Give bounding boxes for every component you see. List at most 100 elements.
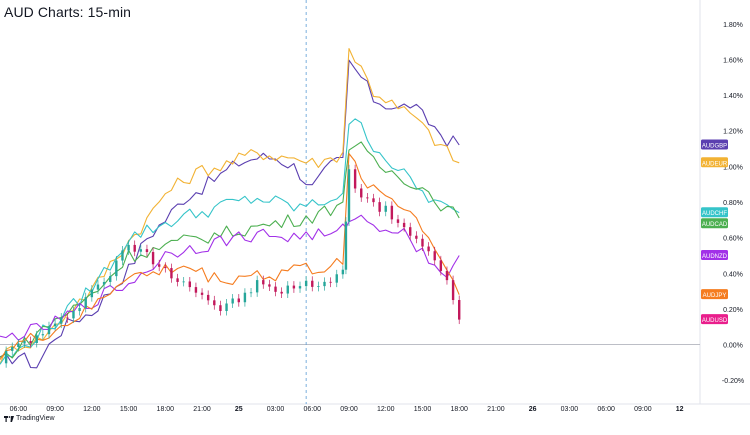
x-tick-label: 09:00 — [634, 406, 652, 413]
y-tick-label: 0.00% — [723, 343, 743, 350]
x-tick-label: 03:00 — [561, 406, 579, 413]
candle-body — [225, 303, 228, 312]
series-tag-audjpy[interactable] — [701, 289, 728, 300]
candle-body — [164, 266, 167, 269]
series-tag-audusd[interactable] — [701, 314, 728, 325]
candle-body — [378, 202, 381, 212]
series-tag-label: AUDUSD — [702, 318, 728, 324]
candle-body — [421, 238, 424, 247]
y-tick-label: 1.60% — [723, 57, 743, 64]
series-tag-label: AUDJPY — [703, 293, 727, 299]
candle-body — [145, 249, 149, 253]
tradingview-logo-icon — [4, 415, 14, 422]
candle-body — [402, 222, 406, 228]
candle-body — [360, 188, 363, 198]
series-tag-audeur[interactable] — [701, 157, 728, 168]
x-tick-label: 18:00 — [157, 406, 175, 413]
x-tick-label: 12:00 — [377, 406, 395, 413]
x-tick-label: 03:00 — [267, 406, 285, 413]
candle-body — [139, 249, 143, 252]
candle-body — [243, 292, 247, 303]
candle-body — [200, 292, 204, 295]
candle-body — [78, 307, 81, 312]
candle-body — [53, 323, 57, 327]
x-tick-label: 21:00 — [193, 406, 211, 413]
candle-body — [353, 169, 357, 189]
x-tick-label: 12:00 — [83, 406, 101, 413]
candle-body — [127, 244, 130, 251]
candle-body — [47, 326, 51, 335]
x-tick-label: 15:00 — [414, 406, 432, 413]
y-tick-label: 1.20% — [723, 129, 743, 136]
series-line-audnzd — [0, 214, 460, 341]
candle-body — [102, 281, 106, 285]
x-tick-label: 06:00 — [303, 406, 321, 413]
candle-body — [72, 311, 75, 319]
candle-body — [29, 341, 32, 343]
candle-body — [255, 280, 259, 293]
candle-body — [323, 281, 326, 287]
candle-body — [170, 268, 173, 279]
candle-body — [213, 300, 216, 306]
y-tick-label: 0.40% — [723, 271, 743, 278]
candle-body — [66, 317, 69, 319]
candle-body — [176, 278, 179, 282]
chart-title: AUD Charts: 15-min — [4, 4, 132, 20]
candle-body — [451, 280, 455, 301]
candle-body — [206, 294, 210, 301]
candle-body — [157, 264, 161, 267]
y-tick-label: -0.20% — [722, 378, 744, 385]
series-tag-label: AUDCAD — [702, 222, 728, 228]
series-line-audchf — [0, 118, 460, 365]
x-tick-label: 06:00 — [10, 406, 28, 413]
candle-body — [304, 280, 308, 287]
candle-body — [445, 270, 449, 281]
candle-body — [384, 205, 387, 212]
series-tag-audnzd[interactable] — [701, 249, 728, 260]
series-tag-label: AUDCHF — [702, 211, 727, 217]
candle-body — [23, 341, 26, 344]
candle-body — [390, 205, 394, 220]
candle-body — [274, 286, 277, 292]
candle-body — [341, 269, 345, 275]
candle-body — [458, 300, 461, 320]
series-tag-audgbp[interactable] — [701, 139, 728, 150]
candle-body — [366, 197, 369, 199]
brand-label: TradingView — [16, 415, 55, 422]
candle-body — [249, 292, 253, 294]
candle-body — [41, 334, 45, 336]
y-tick-label: 1.40% — [723, 93, 743, 100]
x-tick-label: 26 — [529, 406, 537, 413]
y-tick-label: 0.20% — [723, 307, 743, 314]
x-tick-label: 15:00 — [120, 406, 138, 413]
x-tick-label: 06:00 — [597, 406, 615, 413]
candle-body — [280, 291, 283, 294]
candle-body — [11, 347, 14, 351]
series-tag-audcad[interactable] — [701, 218, 728, 229]
tradingview-brand[interactable]: TradingView — [4, 415, 55, 422]
candle-body — [35, 335, 38, 343]
candle-body — [292, 285, 296, 289]
candle-body — [231, 298, 234, 304]
series-line-audeur — [0, 48, 460, 365]
candle-body — [335, 274, 338, 283]
candle-body — [347, 169, 351, 222]
candle-body — [17, 343, 20, 348]
candle-body — [133, 244, 136, 252]
x-tick-label: 12 — [676, 406, 684, 413]
candle-body — [194, 287, 198, 293]
candle-body — [415, 235, 418, 239]
candle-body — [268, 284, 271, 287]
y-tick-label: 0.80% — [723, 200, 743, 207]
candle-body — [188, 281, 192, 288]
candle-body — [109, 276, 112, 282]
series-line-audcad — [0, 141, 460, 359]
candle-body — [317, 286, 320, 287]
candle-body — [344, 221, 348, 270]
series-tag-audchf[interactable] — [701, 207, 728, 218]
series-tag-label: AUDNZD — [702, 254, 728, 260]
y-tick-label: 1.00% — [723, 164, 743, 171]
series-tag-label: AUDEUR — [702, 161, 728, 167]
